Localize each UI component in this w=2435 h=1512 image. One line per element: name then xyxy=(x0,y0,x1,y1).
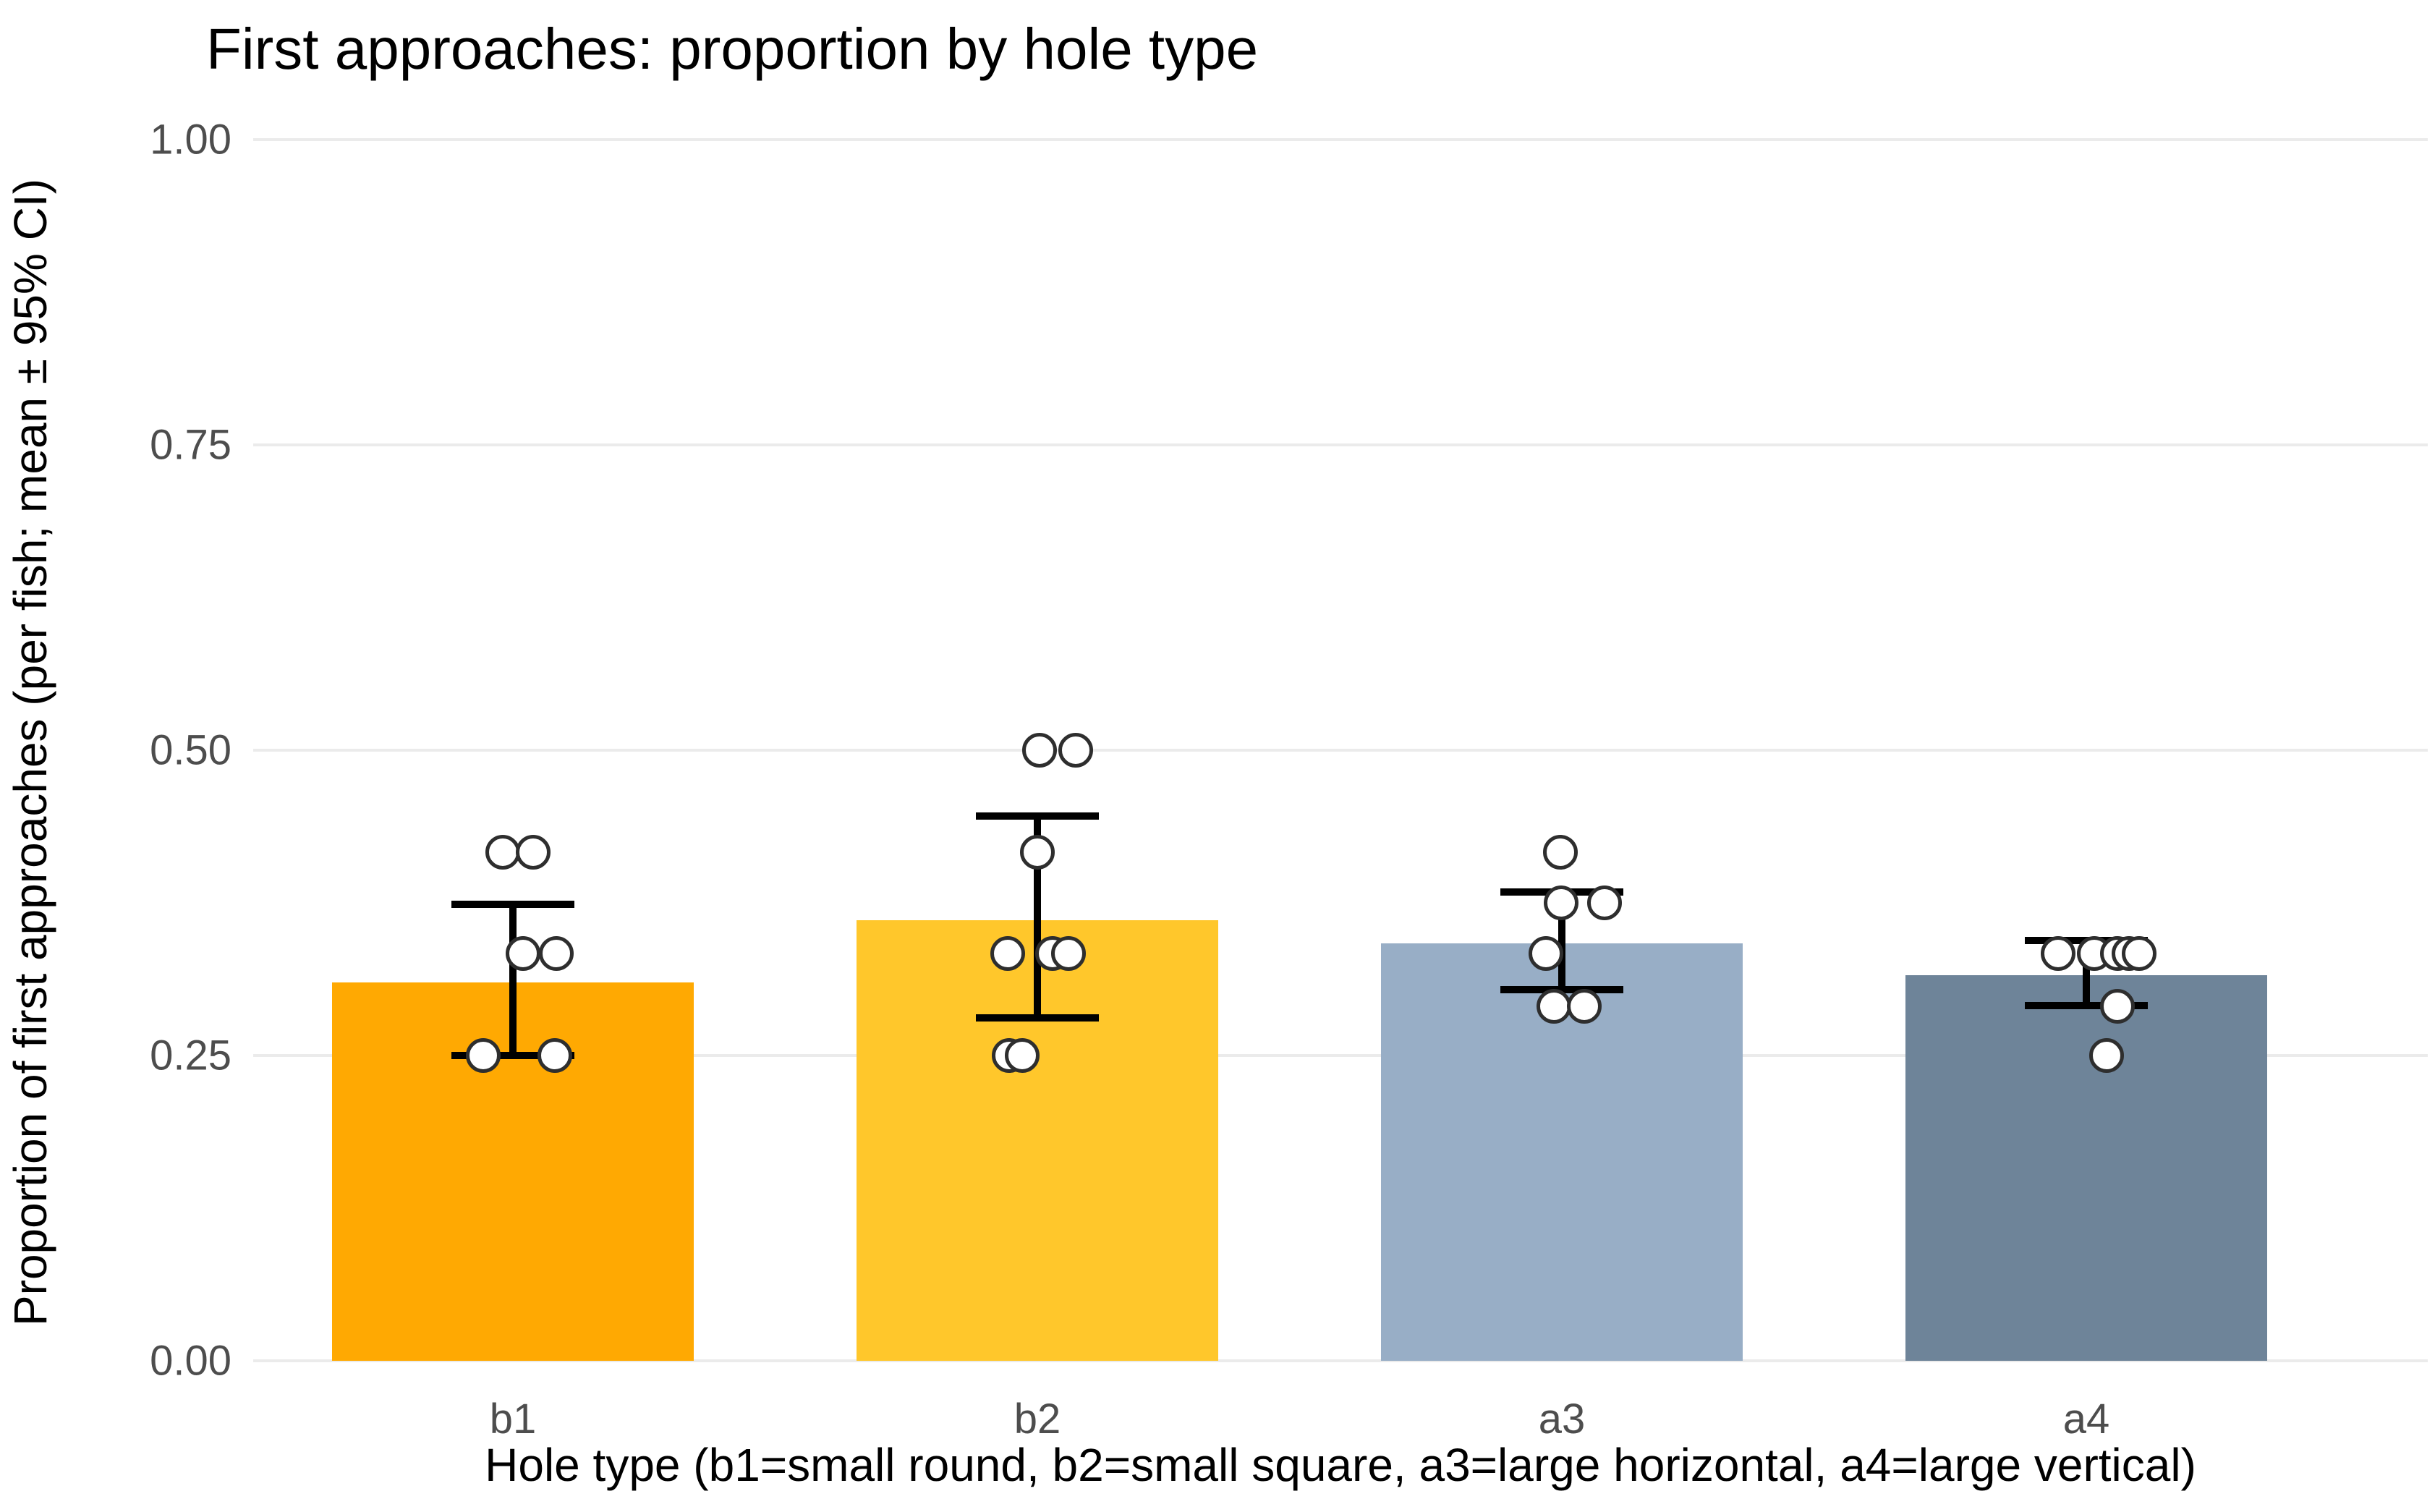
errorbar-line-b2 xyxy=(1034,816,1041,1018)
y-gridline xyxy=(253,443,2428,446)
bar-a4 xyxy=(1905,974,2267,1361)
data-point-b2 xyxy=(1005,1038,1040,1073)
y-tick-label: 1.00 xyxy=(150,116,231,163)
chart-title: First approaches: proportion by hole typ… xyxy=(206,17,1259,81)
data-point-a3 xyxy=(1543,834,1578,870)
errorbar-cap-bottom-b1 xyxy=(451,1052,574,1059)
errorbar-cap-bottom-a3 xyxy=(1500,985,1623,993)
errorbar-line-a3 xyxy=(1558,891,1565,990)
x-tick-label-b2: b2 xyxy=(1013,1396,1061,1443)
y-gridline xyxy=(253,749,2428,752)
data-point-a3 xyxy=(1537,989,1571,1024)
data-point-a3 xyxy=(1529,936,1563,972)
y-gridline xyxy=(253,1054,2428,1057)
data-point-b2 xyxy=(1058,733,1093,768)
data-point-b2 xyxy=(1051,936,1086,972)
y-tick-label: 0.50 xyxy=(150,726,231,774)
errorbar-line-a4 xyxy=(2083,940,2090,1006)
errorbar-cap-top-b1 xyxy=(451,900,574,908)
y-tick-label: 0.00 xyxy=(150,1337,231,1385)
y-gridline xyxy=(253,1359,2428,1362)
x-tick-label-a4: a4 xyxy=(2062,1396,2110,1443)
data-point-b2 xyxy=(1022,733,1057,768)
x-axis-title: Hole type (b1=small round, b2=small squa… xyxy=(485,1439,2196,1491)
y-gridline xyxy=(253,138,2428,141)
data-point-b2 xyxy=(990,936,1025,972)
data-point-b1 xyxy=(466,1038,501,1073)
data-point-b1 xyxy=(537,1038,572,1073)
data-point-a4 xyxy=(2089,1038,2124,1073)
data-point-a4 xyxy=(2122,936,2156,972)
data-point-b1 xyxy=(506,936,540,972)
errorbar-cap-top-b2 xyxy=(976,812,1099,820)
data-point-b1 xyxy=(516,834,551,870)
errorbar-cap-bottom-a4 xyxy=(2025,1001,2148,1009)
errorbar-cap-bottom-b2 xyxy=(976,1014,1099,1022)
y-tick-label: 0.75 xyxy=(150,421,231,469)
data-point-a4 xyxy=(2041,936,2075,972)
data-point-a3 xyxy=(1544,885,1578,920)
errorbar-line-b1 xyxy=(509,904,517,1056)
data-point-b2 xyxy=(1020,834,1055,870)
data-point-a3 xyxy=(1567,989,1602,1024)
data-point-a3 xyxy=(1587,885,1622,920)
data-point-b1 xyxy=(485,834,520,870)
y-tick-label: 0.25 xyxy=(150,1032,231,1079)
data-point-a4 xyxy=(2100,989,2135,1024)
x-tick-label-b1: b1 xyxy=(489,1396,537,1443)
x-tick-label-a3: a3 xyxy=(1538,1396,1586,1443)
data-point-b1 xyxy=(539,936,574,972)
